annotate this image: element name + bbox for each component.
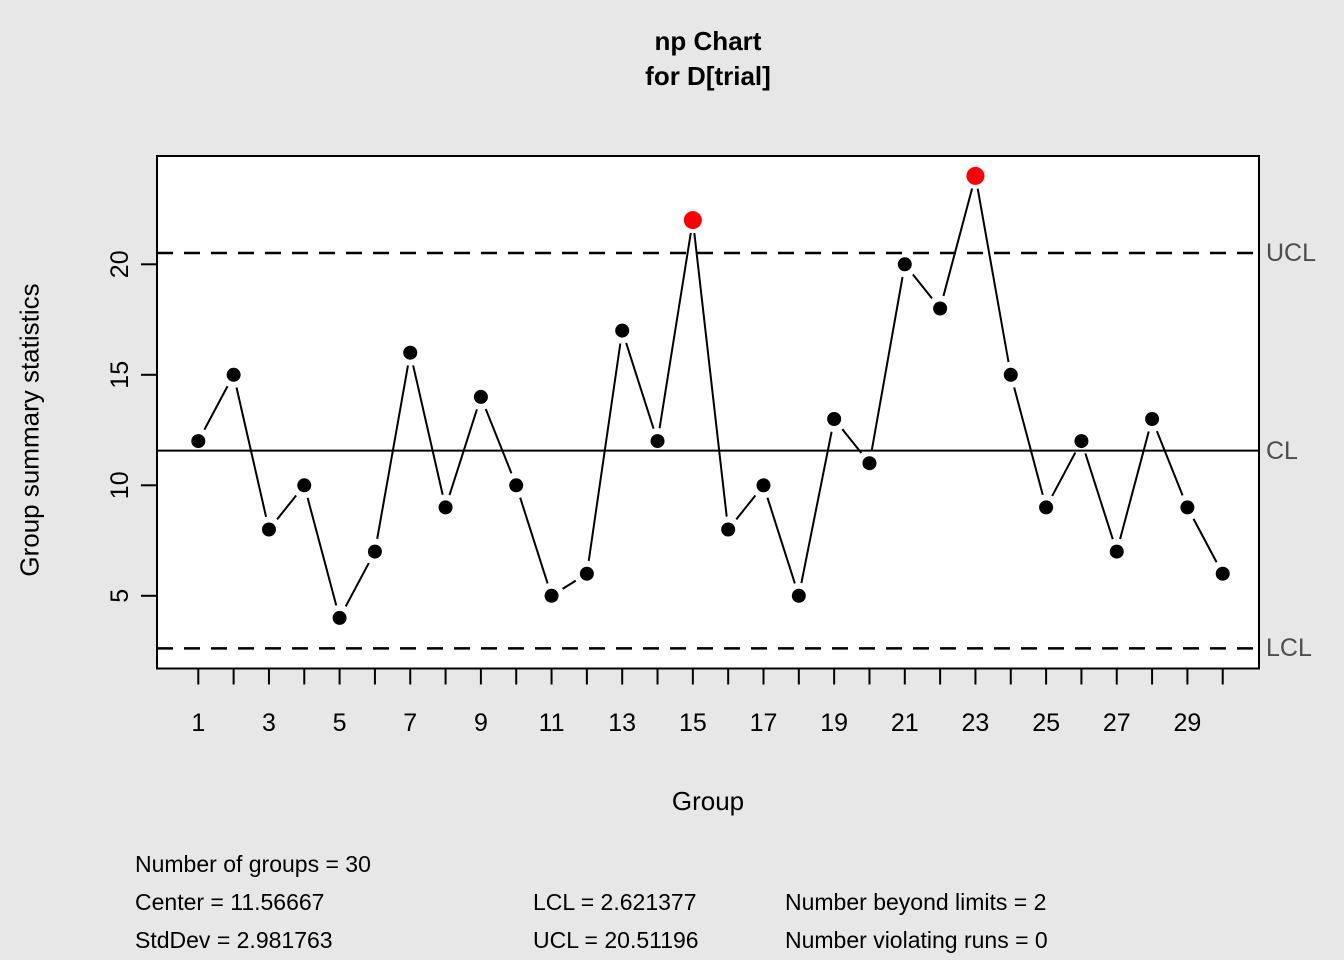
series-segment — [912, 273, 933, 299]
chart-title: np Chart for D[trial] — [157, 24, 1259, 94]
data-point — [332, 610, 347, 625]
lcl-label: LCL — [1266, 634, 1312, 662]
series-segment — [448, 408, 478, 496]
series-segment — [976, 188, 1010, 363]
data-point — [615, 323, 630, 338]
x-tick-label: 9 — [474, 709, 488, 737]
cl-label: CL — [1266, 437, 1298, 465]
y-tick-label: 20 — [106, 250, 134, 278]
data-point — [756, 478, 771, 493]
series-segment — [841, 428, 863, 454]
series-segment — [1013, 387, 1044, 496]
series-segment — [587, 343, 622, 561]
series-segment — [412, 365, 444, 495]
data-point — [1074, 434, 1089, 449]
data-point — [1145, 412, 1160, 426]
data-point — [261, 522, 276, 537]
data-point — [721, 522, 736, 537]
series-segment — [344, 562, 370, 607]
series-segment — [1119, 431, 1150, 540]
data-point — [509, 478, 524, 493]
data-point — [1109, 544, 1124, 559]
x-tick-label: 1 — [191, 709, 205, 737]
data-point — [438, 500, 453, 515]
data-point — [297, 478, 312, 493]
x-tick-label: 17 — [750, 709, 778, 737]
series-segment — [693, 232, 728, 517]
series-segment — [766, 497, 796, 584]
data-point — [191, 434, 206, 449]
data-point — [650, 434, 665, 449]
y-tick-label: 15 — [106, 361, 134, 389]
data-point — [403, 345, 418, 360]
chart-title-line1: np Chart — [654, 26, 762, 56]
x-tick-label: 27 — [1103, 709, 1131, 737]
series-segment — [203, 385, 229, 431]
stat-beyond-limits: Number beyond limits = 2 — [785, 889, 1047, 915]
series-segment — [235, 387, 268, 518]
y-tick-label: 5 — [106, 589, 134, 603]
x-tick-label: 7 — [403, 709, 417, 737]
data-point — [862, 456, 877, 471]
stats-column-left: Number of groups = 30 Center = 11.56667 … — [135, 845, 371, 959]
data-point-beyond-limit — [683, 211, 702, 230]
x-tick-label: 25 — [1032, 709, 1060, 737]
series-segment — [519, 497, 549, 584]
data-point — [1180, 500, 1195, 515]
stat-center: Center = 11.56667 — [135, 889, 325, 915]
chart-title-line2: for D[trial] — [645, 61, 771, 91]
series-segment — [562, 579, 577, 590]
x-tick-label: 19 — [820, 709, 848, 737]
stats-column-right: Number beyond limits = 2 Number violatin… — [785, 883, 1048, 959]
y-tick-label: 10 — [106, 471, 134, 499]
series-segment — [376, 365, 409, 539]
data-point — [1039, 500, 1054, 515]
ucl-label: UCL — [1266, 239, 1317, 267]
stat-stddev: StdDev = 2.981763 — [135, 927, 333, 953]
data-point — [1003, 367, 1018, 382]
x-tick-label: 23 — [962, 709, 990, 737]
data-point — [544, 588, 559, 603]
series-segment — [306, 497, 338, 606]
data-point — [791, 588, 806, 603]
data-point — [226, 367, 241, 382]
x-tick-label: 29 — [1173, 709, 1201, 737]
x-tick-label: 3 — [262, 709, 276, 737]
x-tick-label: 11 — [539, 709, 565, 737]
x-tick-label: 21 — [891, 709, 919, 737]
stat-lcl: LCL = 2.621377 — [533, 889, 697, 915]
data-point — [367, 544, 382, 559]
series-segment — [1155, 430, 1184, 496]
series-segment — [1051, 452, 1077, 497]
series-segment — [276, 494, 297, 520]
series-segment — [484, 408, 513, 474]
series-segment — [625, 342, 655, 430]
stat-ucl: UCL = 20.51196 — [533, 927, 699, 953]
series-segment — [1084, 453, 1114, 540]
y-axis-title: Group summary statistics — [14, 283, 45, 577]
series-segment — [658, 232, 692, 429]
x-tick-label: 13 — [608, 709, 636, 737]
x-tick-label: 5 — [333, 709, 347, 737]
data-point — [933, 301, 948, 316]
series-segment — [942, 188, 974, 297]
series-segment — [870, 276, 904, 451]
x-axis-title: Group — [671, 786, 745, 816]
data-point — [827, 412, 842, 426]
stat-violating-runs: Number violating runs = 0 — [785, 927, 1048, 953]
stats-column-middle: LCL = 2.621377 UCL = 20.51196 — [533, 883, 699, 959]
series-segment — [800, 431, 833, 584]
series-segment — [735, 494, 757, 520]
stat-number-of-groups: Number of groups = 30 — [135, 851, 371, 877]
data-point-beyond-limit — [966, 166, 985, 185]
data-point — [473, 389, 488, 404]
data-point — [579, 566, 594, 581]
plot-area — [156, 155, 1260, 670]
series-segment — [1192, 518, 1218, 563]
data-point — [897, 257, 912, 272]
x-tick-label: 15 — [679, 709, 707, 737]
data-point — [1215, 566, 1230, 581]
